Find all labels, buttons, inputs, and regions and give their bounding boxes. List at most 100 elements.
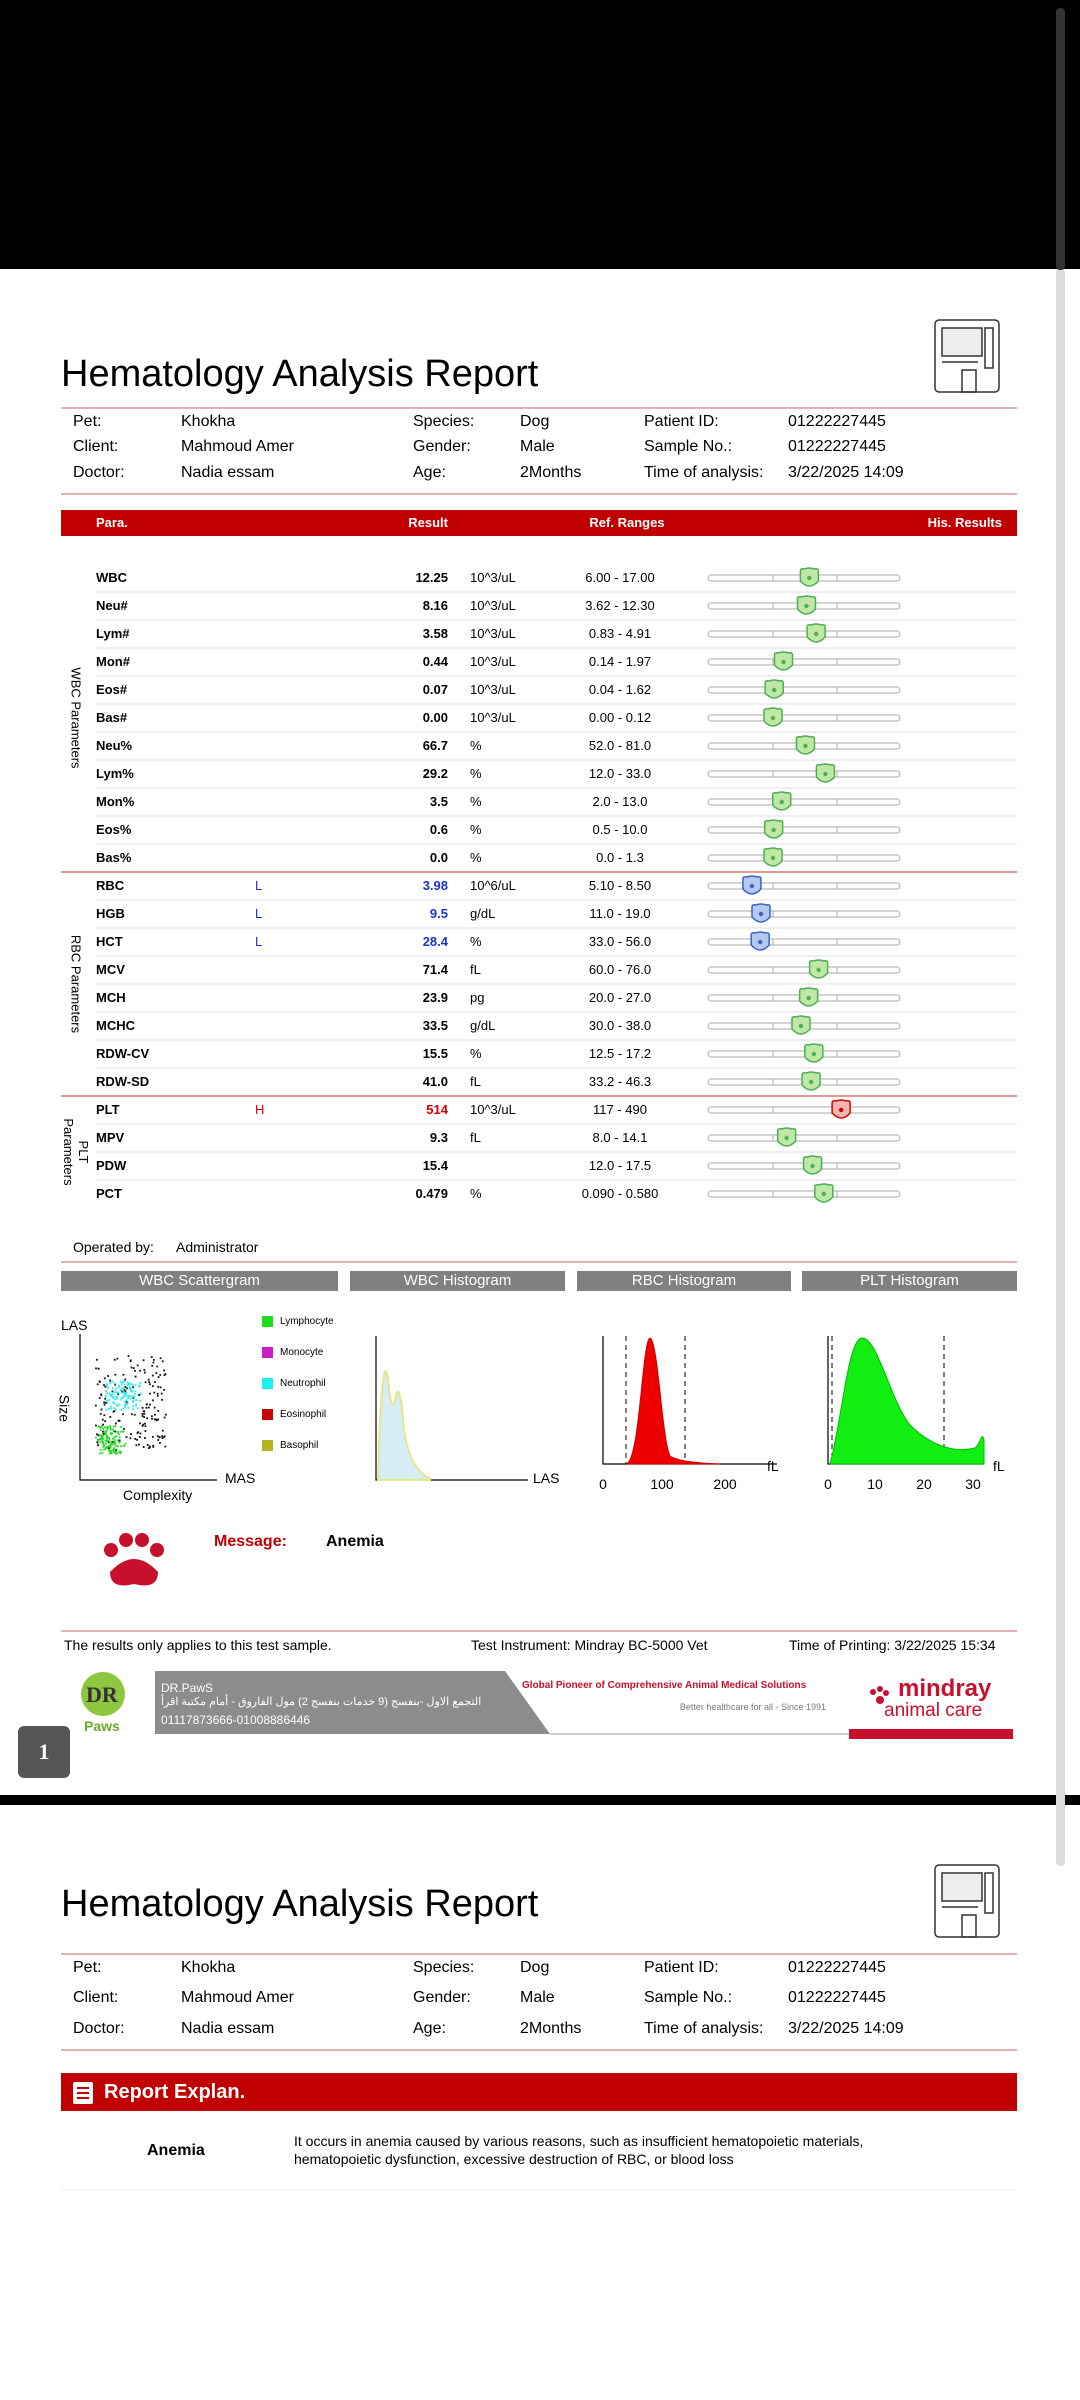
plt-histogram-curve xyxy=(829,1337,985,1465)
scatter-dot xyxy=(120,1426,123,1428)
result-marker xyxy=(802,1155,823,1175)
axis-label: Complexity xyxy=(123,1486,193,1503)
scatter-dot xyxy=(106,1439,109,1442)
scatter-dot xyxy=(109,1407,112,1410)
scatter-dot xyxy=(115,1435,118,1437)
info-value: 2Months xyxy=(520,464,582,482)
scatter-dot xyxy=(131,1413,133,1416)
analyzer-icon xyxy=(934,319,1000,393)
scatter-dot xyxy=(131,1395,134,1398)
result: 3.58 xyxy=(422,626,448,642)
scatter-dot xyxy=(124,1406,127,1409)
scatter-dot xyxy=(107,1375,109,1377)
slider-track xyxy=(707,798,901,806)
marker-dot xyxy=(823,771,828,777)
ref-range: 117 - 490 xyxy=(593,1102,647,1118)
scatter-dot xyxy=(139,1432,142,1435)
param-name: RDW-CV xyxy=(96,1046,150,1062)
scatter-dot xyxy=(110,1441,113,1444)
scatter-dot xyxy=(104,1385,107,1388)
scatter-dot xyxy=(131,1383,134,1386)
scatter-dot xyxy=(121,1390,123,1393)
scatter-dot xyxy=(144,1422,146,1425)
scatter-dot xyxy=(95,1424,97,1427)
scatter-dot xyxy=(124,1442,127,1445)
scatter-dot xyxy=(109,1445,112,1448)
scatter-dot xyxy=(133,1413,136,1416)
scatter-dot xyxy=(111,1443,114,1446)
scatter-dot xyxy=(132,1399,134,1402)
scatter-dot xyxy=(134,1370,136,1372)
scatter-dot xyxy=(97,1425,100,1428)
chart-title-bars xyxy=(61,1271,1017,1291)
scatter-dot xyxy=(122,1397,125,1399)
marker-dot xyxy=(770,715,776,721)
scatter-dot xyxy=(134,1384,137,1387)
scatter-dot xyxy=(107,1445,110,1448)
scatter-dot xyxy=(134,1438,137,1440)
marker-dot xyxy=(816,967,821,973)
scatter-dot xyxy=(153,1406,156,1409)
param-name: Eos# xyxy=(96,682,128,698)
ref-range: 30.0 - 38.0 xyxy=(588,1018,652,1034)
scatter-dot xyxy=(148,1447,150,1449)
marker-dot xyxy=(821,1191,827,1197)
marker-dot xyxy=(758,911,764,917)
scatter-dot xyxy=(146,1417,148,1420)
scatter-dot xyxy=(124,1378,127,1381)
scatter-dot xyxy=(113,1358,116,1361)
scatter-dot xyxy=(123,1383,126,1386)
info-label: Age: xyxy=(413,464,446,482)
slider-track xyxy=(707,1050,901,1058)
slider-track xyxy=(707,826,901,834)
scatter-dot xyxy=(111,1390,114,1393)
result: 0.44 xyxy=(422,654,448,670)
scatter-dot xyxy=(138,1436,141,1438)
axis-label: Size xyxy=(56,1394,73,1422)
param-name: Neu% xyxy=(96,738,133,754)
axis-label: MAS xyxy=(225,1469,256,1486)
slider-track xyxy=(707,630,901,638)
result: 9.3 xyxy=(429,1130,448,1146)
param-name: HCT xyxy=(96,934,123,950)
param-name: Bas# xyxy=(96,710,128,726)
scatter-dot xyxy=(96,1441,99,1444)
scatter-dot xyxy=(157,1410,160,1412)
scatter-dot xyxy=(115,1391,118,1394)
scatter-dot xyxy=(133,1395,136,1398)
scroll-thumb[interactable] xyxy=(1056,8,1065,270)
scatter-dot xyxy=(132,1408,134,1411)
viewer-top xyxy=(0,0,1080,269)
scatter-dot xyxy=(155,1372,158,1374)
ref-range: 11.0 - 19.0 xyxy=(589,906,651,922)
scatter-dot xyxy=(116,1395,119,1398)
unit: % xyxy=(470,850,482,866)
unit: 10^3/uL xyxy=(470,570,516,586)
scatter-dot xyxy=(100,1437,102,1440)
param-name: MCHC xyxy=(96,1018,135,1034)
result-marker xyxy=(804,1043,824,1063)
scatter-dot xyxy=(141,1412,144,1415)
marker-dot xyxy=(779,799,784,805)
ref-range: 0.14 - 1.97 xyxy=(588,654,652,670)
unit: % xyxy=(470,822,482,838)
scatter-dot xyxy=(148,1381,151,1383)
unit: g/dL xyxy=(470,1018,496,1034)
scatter-dot xyxy=(147,1406,150,1409)
scatter-dot xyxy=(103,1403,106,1406)
scatter-dot xyxy=(161,1435,163,1438)
result: 15.4 xyxy=(422,1158,448,1174)
scatter-dot xyxy=(108,1399,110,1401)
scatter-dot xyxy=(124,1393,127,1395)
scatter-dot xyxy=(124,1404,126,1406)
param-name: PDW xyxy=(96,1158,127,1174)
scatter-dot xyxy=(95,1404,97,1407)
scatter-dot xyxy=(108,1447,110,1449)
scatter-dot xyxy=(102,1423,104,1426)
result-marker xyxy=(791,1015,811,1035)
scatter-dot xyxy=(151,1415,153,1418)
scatter-dot xyxy=(122,1413,124,1416)
ref-range: 0.04 - 1.62 xyxy=(588,682,652,698)
scatter-dot xyxy=(114,1373,117,1376)
